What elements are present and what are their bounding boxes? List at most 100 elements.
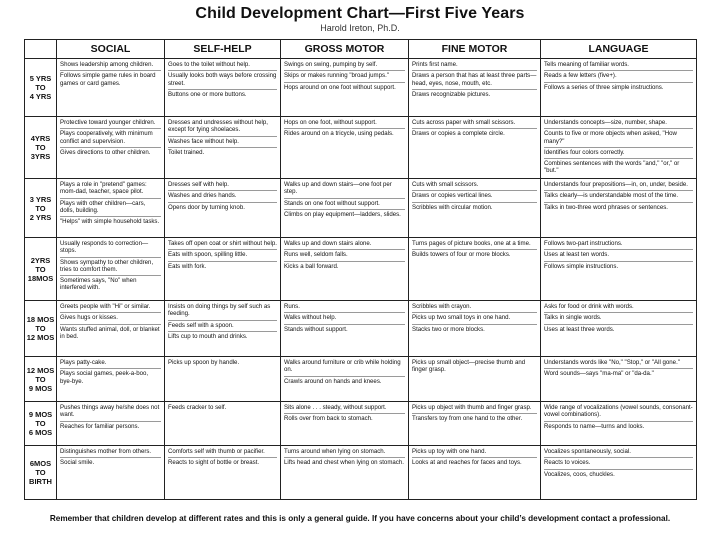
social-milestone: Reaches for familiar persons. — [60, 422, 140, 430]
age-range-line: 2YRS — [30, 255, 51, 265]
age-range-line: TO — [35, 143, 46, 152]
language-milestone: Understands concepts—size, number, shape… — [544, 118, 693, 130]
social-milestone: Social smile. — [60, 459, 95, 467]
age-range-cell: 2YRS TO 18MOS — [24, 237, 57, 301]
self-help-milestone: Takes off open coat or shirt without hel… — [168, 239, 277, 251]
self-help-milestone: Dresses and undresses without help, exce… — [168, 118, 277, 137]
self-help-milestone: Feeds self with a spoon. — [168, 321, 277, 332]
gross-motor-cell: Walks up and down stairs alone. Runs well… — [280, 237, 409, 301]
self-help-milestone: Buttons one or more buttons. — [168, 90, 247, 98]
age-range-line: TO — [35, 203, 46, 213]
fine-motor-milestone: Picks up object with thumb and finger gr… — [412, 403, 537, 415]
language-milestone: Follows simple instructions. — [544, 262, 619, 270]
language-milestone: Identifies four colors correctly. — [544, 148, 693, 160]
self-help-cell: Insists on doing things by self such as … — [164, 300, 281, 357]
fine-motor-milestone: Picks up toy with one hand. — [412, 447, 537, 459]
social-cell: Plays a role in "pretend" games: mom-dad… — [56, 178, 165, 238]
fine-motor-milestone: Prints first name. — [412, 60, 537, 72]
header-row: SOCIAL SELF-HELP GROSS MOTOR FINE MOTOR … — [24, 39, 697, 59]
age-range-line: 18MOS — [27, 273, 54, 283]
gross-motor-milestone: Walks up and down stairs—one foot per st… — [284, 180, 405, 199]
age-range-cell: 18 MOS TO 12 MOS — [24, 300, 57, 357]
self-help-milestone: Usually looks both ways before crossing … — [168, 71, 277, 90]
fine-motor-cell: Prints first name. Draws a person that ha… — [408, 58, 541, 117]
language-milestone: Asks for food or drink with words. — [544, 302, 693, 314]
language-milestone: Talks in two-three word phrases or sente… — [544, 203, 668, 211]
table-row: 9 MOS TO 6 MOS Pushes things away he/she do… — [24, 401, 697, 446]
gross-motor-milestone: Lifts head and chest when lying on stoma… — [284, 459, 404, 467]
age-range-cell: 9 MOS TO 6 MOS — [24, 401, 57, 446]
age-range-cell: 12 MOS TO 9 MOS — [24, 356, 57, 402]
fine-motor-milestone: Stacks two or more blocks. — [412, 325, 485, 333]
fine-motor-cell: Cuts with small scissors. Draws or copies… — [408, 178, 541, 238]
header-self-help: SELF-HELP — [164, 39, 281, 59]
age-range-line: 6 MOS — [28, 428, 53, 437]
self-help-milestone: Picks up spoon by handle. — [168, 359, 240, 366]
self-help-milestone: Reacts to sight of bottle or breast. — [168, 459, 260, 467]
self-help-milestone: Insists on doing things by self such as … — [168, 302, 277, 321]
age-range-line: TO — [35, 468, 46, 477]
fine-motor-milestone: Draws a person that has at least three p… — [412, 71, 537, 90]
age-range-line: TO — [35, 83, 46, 92]
table-row: 2YRS TO 18MOS Usually responds to correctio… — [24, 237, 697, 301]
social-cell: Pushes things away he/she does not want.… — [56, 401, 165, 446]
self-help-milestone: Eats with fork. — [168, 262, 207, 270]
age-range-line: TO — [35, 324, 46, 333]
gross-motor-milestone: Runs well, seldom falls. — [284, 250, 405, 262]
social-milestone: Shows sympathy to other children, tries … — [60, 258, 161, 277]
language-cell: Wide range of vocalizations (vowel sound… — [540, 401, 697, 446]
table-row: 12 MOS TO 9 MOS Plays patty-cake. Plays soci… — [24, 356, 697, 402]
social-milestone: Usually responds to correction—stops. — [60, 239, 161, 258]
self-help-cell: Takes off open coat or shirt without hel… — [164, 237, 281, 301]
age-range-cell: 3 YRS TO 2 YRS — [24, 178, 57, 238]
age-range-line: 3 YRS — [29, 194, 52, 204]
age-range-line: 12 MOS — [26, 333, 55, 342]
gross-motor-cell: Swings on swing, pumping by self. Skips o… — [280, 58, 409, 117]
fine-motor-milestone: Transfers toy from one hand to the other… — [412, 415, 523, 423]
social-cell: Greets people with "Hi" or similar. Gives… — [56, 300, 165, 357]
language-cell: Understands words like "No," "Stop," or … — [540, 356, 697, 402]
header-social: SOCIAL — [56, 39, 165, 59]
self-help-cell: Goes to the toilet without help. Usually … — [164, 58, 281, 117]
table-row: 3 YRS TO 2 YRS Plays a role in "pretend" ga… — [24, 178, 697, 238]
age-range-line: 2 YRS — [29, 212, 52, 222]
self-help-cell: Comforts self with thumb or pacifier. Rea… — [164, 445, 281, 500]
fine-motor-cell: Picks up toy with one hand. Looks at and … — [408, 445, 541, 500]
gross-motor-milestone: Walks without help. — [284, 313, 405, 325]
self-help-milestone: Goes to the toilet without help. — [168, 60, 277, 72]
age-range-line: 9 MOS — [28, 383, 53, 393]
age-range-line: 4YRS — [30, 134, 51, 143]
age-range-line: TO — [35, 419, 46, 428]
social-milestone: Sometimes says, "No" when interfered wit… — [60, 277, 137, 292]
fine-motor-milestone: Turns pages of picture books, one at a t… — [412, 239, 537, 251]
social-milestone: "Helps" with simple household tasks. — [60, 218, 160, 226]
language-cell: Vocalizes spontaneously, social. Reacts t… — [540, 445, 697, 500]
gross-motor-milestone: Hops around on one foot without support. — [284, 83, 396, 91]
table-row: 6MOS TO BIRTH Distinguishes mother from oth… — [24, 445, 697, 500]
social-milestone: Protective toward younger children. — [60, 118, 161, 130]
fine-motor-cell: Turns pages of picture books, one at a t… — [408, 237, 541, 301]
language-milestone: Word sounds—says "ma-ma" or "da-da." — [544, 370, 654, 378]
language-milestone: Follows a series of three simple instruc… — [544, 83, 664, 91]
social-milestone: Gives directions to other children. — [60, 148, 151, 156]
self-help-cell: Picks up spoon by handle. — [164, 356, 281, 402]
social-cell: Usually responds to correction—stops. Sho… — [56, 237, 165, 301]
gross-motor-cell: Walks around furniture or crib while hol… — [280, 356, 409, 402]
gross-motor-milestone: Stands without support. — [284, 325, 348, 333]
fine-motor-cell: Picks up object with thumb and finger gr… — [408, 401, 541, 446]
fine-motor-cell: Scribbles with crayon. Picks up two small… — [408, 300, 541, 357]
age-range-line: 9 MOS — [28, 410, 53, 419]
fine-motor-milestone: Cuts across paper with small scissors. — [412, 118, 537, 130]
table-row: 5 YRS TO 4 YRS Shows leadership among child… — [24, 58, 697, 117]
social-milestone: Distinguishes mother from others. — [60, 447, 161, 459]
fine-motor-milestone: Picks up two small toys in one hand. — [412, 313, 537, 325]
age-range-line: 3YRS — [30, 152, 51, 161]
gross-motor-cell: Turns around when lying on stomach. Lifts… — [280, 445, 409, 500]
language-milestone: Reads a few letters (five+). — [544, 71, 693, 83]
age-range-line: TO — [35, 264, 46, 274]
language-milestone: Understands words like "No," "Stop," or … — [544, 358, 693, 370]
language-milestone: Follows two-part instructions. — [544, 239, 693, 251]
social-cell: Plays patty-cake. Plays social games, pee… — [56, 356, 165, 402]
language-milestone: Reacts to voices. — [544, 458, 693, 470]
chart-header: Child Development Chart—First Five Years… — [0, 4, 720, 34]
